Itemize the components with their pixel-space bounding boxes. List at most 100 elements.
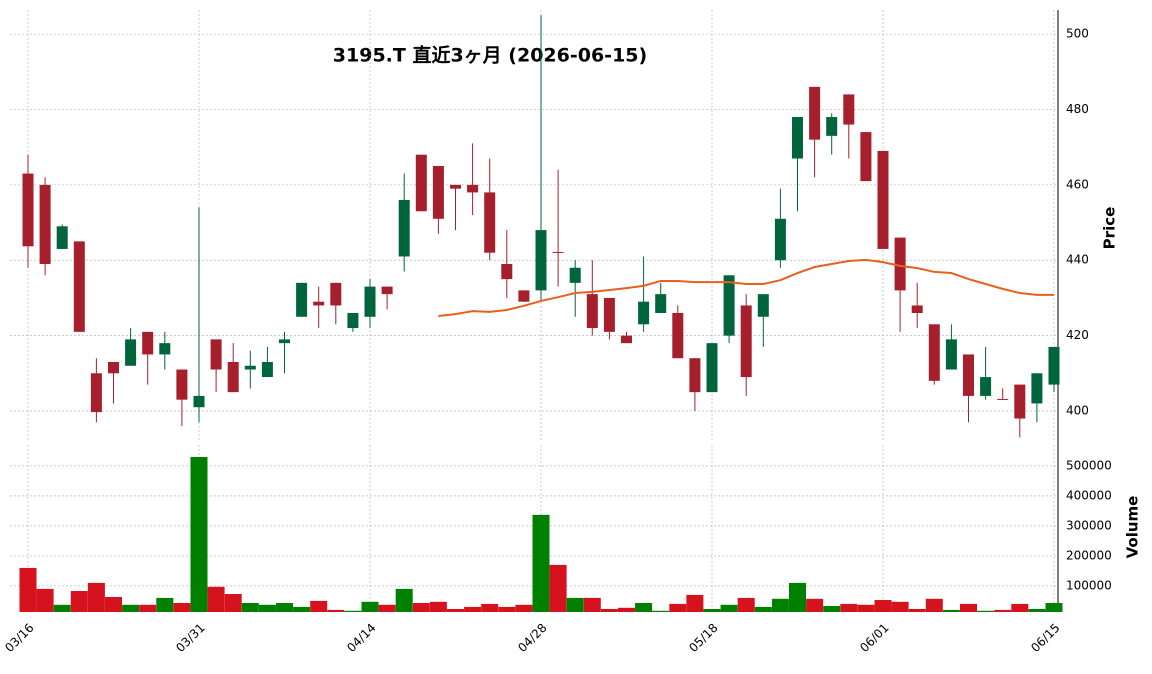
volume-bar [412,603,430,612]
volume-bar [635,603,653,612]
candle-body [142,331,154,355]
volume-bar [1011,603,1029,612]
candle-body [484,192,496,253]
candle-body [39,184,51,265]
volume-bar [224,594,242,612]
candle-body [159,343,171,355]
candle-body [894,237,906,291]
volume-bar [53,604,71,612]
x-tick-label: 05/18 [686,621,720,655]
volume-bar [1045,603,1063,612]
candle-body [877,150,889,249]
volume-bar [532,514,550,612]
y-tick-label: 400 [1066,403,1089,417]
candle-body [928,324,940,381]
volume-bar [344,610,362,612]
volume-bar [618,607,635,612]
candle-body [809,86,821,140]
candle-body [603,297,615,332]
y-tick-label: 460 [1066,177,1089,191]
y-axis-label: Price [1101,207,1119,250]
volume-bar [464,606,482,612]
volume-bar [977,610,995,612]
volume-bar [87,582,105,612]
chart-title: 3195.T 直近3ヶ月 (2026-06-15) [333,44,647,67]
volume-bar [737,597,755,612]
volume-bar [925,598,943,612]
volume-bar [190,456,208,612]
candle-body [945,339,957,370]
volume-bar [241,603,259,612]
volume-bar [258,604,276,612]
candle-body [740,305,752,378]
candle-body [90,373,102,413]
candle-body [774,218,786,261]
volume-tick-label: 200000 [1066,548,1112,562]
volume-bar [156,597,174,612]
volume-bar [703,609,721,612]
volume-bar [327,609,345,612]
candle-body [963,354,974,396]
volume-bar [447,609,464,612]
candle-body [1048,346,1060,385]
x-tick-label: 03/31 [173,621,207,655]
candle-body [193,395,205,408]
x-tick-label: 03/16 [2,621,36,655]
candle-body [997,398,1009,400]
candle-body [432,166,444,219]
x-tick-label: 06/15 [1028,621,1062,655]
candle-body [73,241,85,332]
candle-body [860,132,872,182]
candle-body [22,173,34,247]
volume-bar [720,604,738,612]
volume-bar [908,609,926,612]
candle-body [313,301,325,306]
volume-bar [566,597,584,612]
volume-bar [122,604,140,612]
moving-average [438,258,1054,318]
candle-body [227,361,239,393]
volume-bar [823,606,841,612]
candle-body [415,154,427,212]
candle-body [689,358,701,393]
volume-bar [771,598,789,612]
volume-tick-label: 400000 [1066,488,1112,502]
volume-bar [942,609,960,612]
candle-body [108,361,119,374]
candle-body [1014,384,1026,419]
volume-bar [652,610,670,612]
candle-body [244,365,256,370]
volume-bar [994,609,1012,612]
candle-body [723,275,735,336]
volume-bar [70,591,88,612]
candle-body [535,230,547,291]
candle-body [911,305,923,313]
volume-bar [583,597,601,612]
volume-bar [105,597,122,612]
candle-body [210,339,222,370]
volume-bar [515,604,533,612]
volume-bar [498,606,516,612]
candle-body [621,335,632,344]
x-tick-label: 04/28 [515,621,549,655]
volume-bar [173,603,191,612]
volume-bar [378,604,396,612]
volume-bar [19,567,37,612]
candle-body [980,377,992,396]
y-tick-label: 440 [1066,253,1089,267]
volume-bar [361,601,379,612]
candle-body [569,267,581,283]
volume-tick-label: 100000 [1066,578,1112,592]
volume-bar [754,606,772,612]
volume-bar [857,604,875,612]
volume-tick-label: 500000 [1066,458,1112,472]
volume-tick-label: 300000 [1066,518,1112,532]
candle-body [826,117,838,136]
candle-body [672,312,684,359]
y-tick-label: 500 [1066,27,1089,41]
x-tick-label: 06/01 [857,621,891,655]
candle-body [450,184,461,189]
y-tick-label: 420 [1066,328,1089,342]
candle-body [655,294,667,313]
